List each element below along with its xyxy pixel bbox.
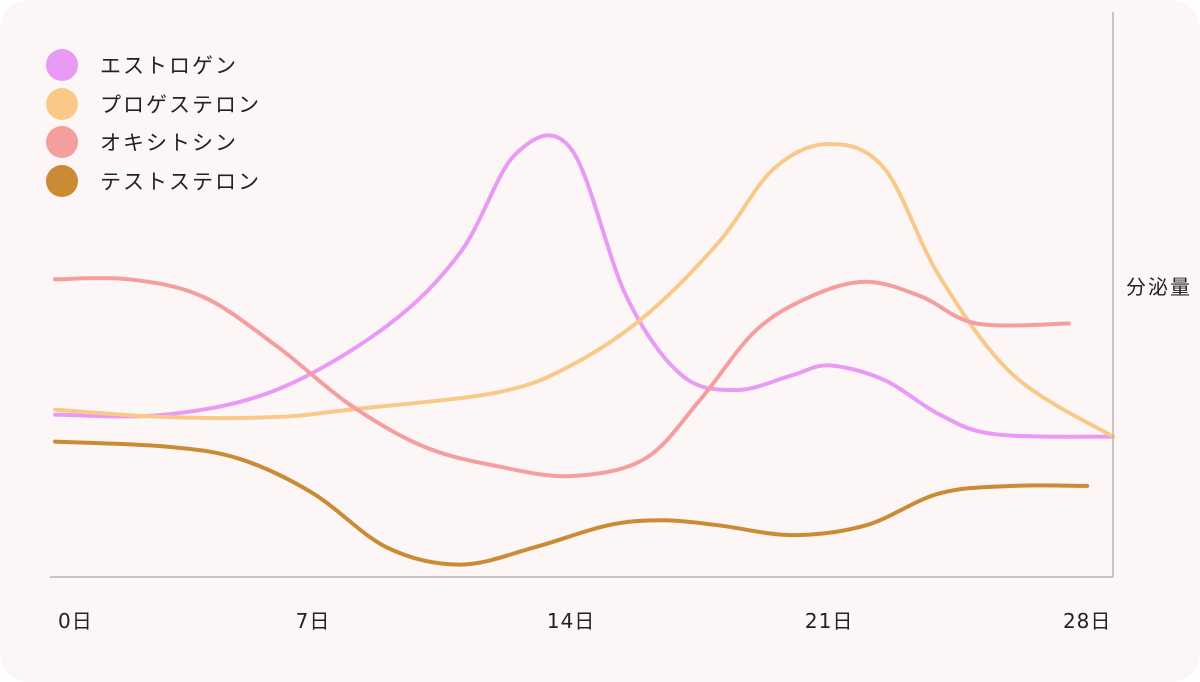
legend-swatch [46, 126, 78, 159]
legend-label: エストロゲン [100, 54, 238, 79]
series-line-4 [53, 439, 1090, 567]
legend-swatch [46, 49, 78, 82]
x-tick-label: 0日 [58, 609, 93, 633]
legend: エストロゲン プロゲステロン オキシトシン テストステロン [46, 46, 261, 200]
x-tick-label: 21日 [805, 609, 853, 633]
legend-swatch [46, 87, 78, 120]
legend-label: プロゲステロン [100, 92, 261, 117]
series-line-3 [53, 276, 1071, 479]
x-tick-label: 14日 [547, 609, 595, 633]
legend-item: テストステロン [46, 162, 261, 201]
legend-label: オキシトシン [100, 131, 238, 156]
x-tick-label: 28日 [1063, 609, 1111, 633]
series-line-1 [53, 133, 1115, 439]
legend-item: プロゲステロン [46, 85, 261, 124]
x-tick-labels: 0日 7日 14日 21日 28日 [58, 609, 1111, 633]
legend-swatch [46, 164, 78, 197]
y-axis-label: 分泌量 [1126, 275, 1192, 299]
legend-item: エストロゲン [46, 46, 261, 85]
series-layer [53, 133, 1115, 567]
legend-label: テストステロン [100, 169, 261, 194]
series-line-2 [53, 142, 1115, 439]
legend-item: オキシトシン [46, 123, 261, 162]
x-tick-label: 7日 [296, 609, 331, 633]
